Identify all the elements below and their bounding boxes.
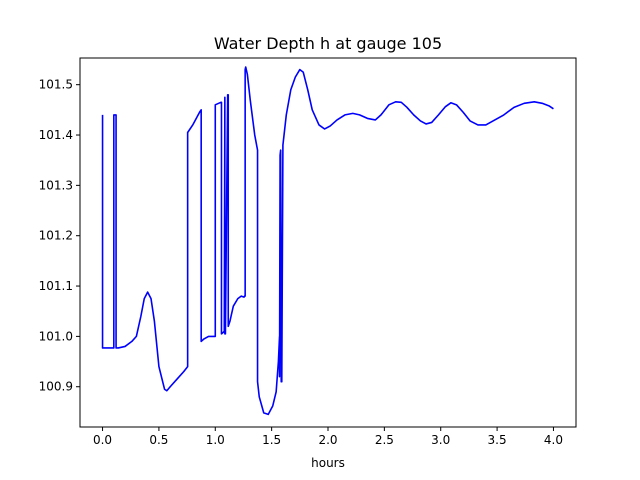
y-axis: 100.9 101.0 101.1 101.2 101.3 101.4 101.5: [39, 78, 80, 394]
series-line-0: [101, 66, 554, 416]
y-tick-label: 101.5: [39, 78, 73, 92]
y-tick-label: 101.4: [39, 128, 73, 142]
x-tick-label: 4.0: [544, 433, 563, 447]
y-tick-label: 101.2: [39, 229, 73, 243]
y-tick-label: 101.0: [39, 329, 73, 343]
chart-title: Water Depth h at gauge 105: [214, 34, 442, 53]
y-tick-label: 100.9: [39, 380, 73, 394]
x-tick-label: 1.5: [262, 433, 281, 447]
y-tick-label: 101.3: [39, 178, 73, 192]
x-axis-label: hours: [311, 456, 345, 470]
axes-frame: [79, 57, 577, 428]
x-tick-label: 2.0: [318, 433, 337, 447]
x-tick-label: 3.0: [431, 433, 450, 447]
x-tick-label: 0.0: [93, 433, 112, 447]
x-tick-label: 3.5: [488, 433, 507, 447]
x-tick-label: 1.0: [206, 433, 225, 447]
plot-area: [79, 57, 577, 428]
y-tick-label: 101.1: [39, 279, 73, 293]
x-tick-label: 0.5: [149, 433, 168, 447]
x-axis: 0.0 0.5 1.0 1.5 2.0 2.5 3.0 3.5 4.0: [93, 427, 563, 447]
x-tick-label: 2.5: [375, 433, 394, 447]
